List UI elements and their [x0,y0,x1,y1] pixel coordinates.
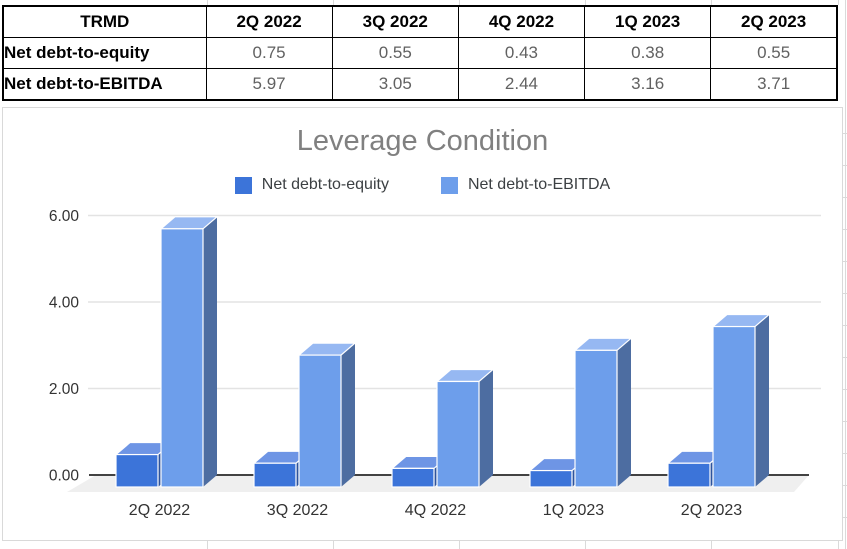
chart-plot-area: 0.00 2.00 4.00 6.00 2Q 2022 3Q 2022 4Q 2022 1Q … [49,208,821,519]
bar-side-face [479,369,493,487]
cell-header-q4[interactable]: 1Q 2023 [584,5,712,38]
cell-equity-q1[interactable]: 0.75 [205,37,333,69]
bar-front-face [574,349,618,488]
cell-header-q2[interactable]: 3Q 2022 [331,5,459,38]
table-row-equity: Net debt-to-equity 0.75 0.55 0.43 0.38 0… [2,37,838,69]
table-header-row: TRMD 2Q 2022 3Q 2022 4Q 2022 1Q 2023 2Q … [2,5,838,38]
cell-header-q5[interactable]: 2Q 2023 [710,5,838,38]
cell-ebitda-q4[interactable]: 3.16 [584,68,712,101]
bar-side-face [203,216,217,488]
bar-front-face [436,380,480,488]
x-category-label: 2Q 2022 [129,502,190,519]
bar-front-face [115,453,159,488]
bar-ebitda-4q-2022[interactable] [435,368,495,488]
cell-ticker[interactable]: TRMD [2,5,207,38]
cell-ebitda-q5[interactable]: 3.71 [710,68,838,101]
bar-ebitda-3q-2022[interactable] [297,342,357,488]
x-category-label: 1Q 2023 [543,502,604,519]
cell-equity-q4[interactable]: 0.38 [584,37,712,69]
y-tick-label: 4.00 [49,295,80,312]
cell-equity-q5[interactable]: 0.55 [710,37,838,69]
x-category-label: 4Q 2022 [405,502,466,519]
legend-entry-equity[interactable]: Net debt-to-equity [234,176,389,194]
cell-header-q3[interactable]: 4Q 2022 [457,5,586,38]
cell-header-q1[interactable]: 2Q 2022 [205,5,333,38]
cell-row-label-equity[interactable]: Net debt-to-equity [2,37,207,69]
cell-ebitda-q1[interactable]: 5.97 [205,68,333,101]
bar-front-face [529,469,573,488]
cell-equity-q3[interactable]: 0.43 [457,37,586,69]
metrics-table: TRMD 2Q 2022 3Q 2022 4Q 2022 1Q 2023 2Q … [2,5,838,101]
cell-equity-q2[interactable]: 0.55 [331,37,459,69]
chart-title: Leverage Condition [296,125,549,157]
legend-swatch-equity-icon [234,176,252,194]
y-tick-label: 6.00 [49,208,80,225]
bar-front-face [298,354,342,488]
bar-side-face [755,314,769,487]
bar-front-face [667,462,711,488]
bar-ebitda-2q-2022[interactable] [159,216,219,488]
bar-front-face [160,228,204,488]
x-category-label: 3Q 2022 [267,502,328,519]
bar-ebitda-2q-2023[interactable] [711,313,771,488]
leverage-chart[interactable]: 0.00 2.00 4.00 6.00 2Q 2022 3Q 2022 4Q 2022 1Q … [2,107,843,541]
legend-label-equity: Net debt-to-equity [261,176,389,193]
legend-swatch-ebitda-icon [440,176,458,194]
bar-ebitda-1q-2023[interactable] [573,337,633,488]
bar-equity-4q-2022[interactable] [390,455,450,488]
cell-ebitda-q3[interactable]: 2.44 [457,68,586,101]
x-category-label: 2Q 2023 [681,502,742,519]
legend-label-ebitda: Net debt-to-EBITDA [467,176,611,193]
cell-row-label-ebitda[interactable]: Net debt-to-EBITDA [2,68,207,101]
chart-legend: Net debt-to-equity Net debt-to-EBITDA [3,176,842,194]
table-row-ebitda: Net debt-to-EBITDA 5.97 3.05 2.44 3.16 3… [2,68,838,101]
y-tick-label: 2.00 [49,381,80,398]
bar-front-face [712,325,756,488]
bar-front-face [391,467,435,488]
y-tick-label: 0.00 [49,468,80,485]
cell-ebitda-q2[interactable]: 3.05 [331,68,459,101]
bar-front-face [253,462,297,488]
legend-entry-ebitda[interactable]: Net debt-to-EBITDA [440,176,611,194]
bar-side-face [617,338,631,487]
bar-side-face [341,343,355,487]
